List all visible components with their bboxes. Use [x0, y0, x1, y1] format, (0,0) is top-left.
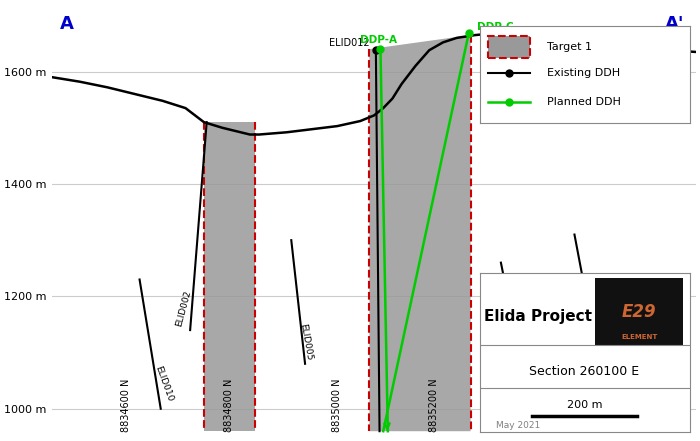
FancyBboxPatch shape	[595, 278, 683, 345]
Text: ELID012: ELID012	[329, 38, 370, 48]
Text: Section 260100 E: Section 260100 E	[529, 365, 640, 378]
Text: Planned DDH: Planned DDH	[547, 97, 621, 107]
Text: A: A	[60, 15, 74, 34]
Text: 8834800 N: 8834800 N	[224, 379, 234, 432]
FancyBboxPatch shape	[488, 36, 530, 57]
Text: Target 1: Target 1	[547, 42, 592, 52]
Text: 200 m: 200 m	[567, 400, 602, 410]
Text: ELID016: ELID016	[582, 300, 598, 339]
Text: ELID002: ELID002	[174, 289, 193, 327]
Text: Existing DDH: Existing DDH	[547, 68, 620, 78]
Text: 8835000 N: 8835000 N	[332, 379, 342, 432]
Text: A': A'	[665, 15, 685, 34]
Text: ELID005: ELID005	[299, 323, 314, 361]
Text: E29: E29	[622, 303, 657, 321]
Text: ELID010: ELID010	[153, 365, 174, 403]
Text: Elida Project: Elida Project	[484, 309, 592, 324]
Text: May 2021: May 2021	[496, 421, 540, 430]
Polygon shape	[370, 35, 470, 431]
Text: ELID014: ELID014	[509, 323, 524, 361]
Text: 8834600 N: 8834600 N	[121, 379, 131, 432]
Polygon shape	[204, 122, 255, 431]
Text: 8835200 N: 8835200 N	[429, 379, 439, 432]
Text: ELEMENT: ELEMENT	[621, 334, 657, 340]
Text: DDP-C: DDP-C	[477, 22, 514, 32]
Text: DDP-A: DDP-A	[360, 35, 397, 45]
